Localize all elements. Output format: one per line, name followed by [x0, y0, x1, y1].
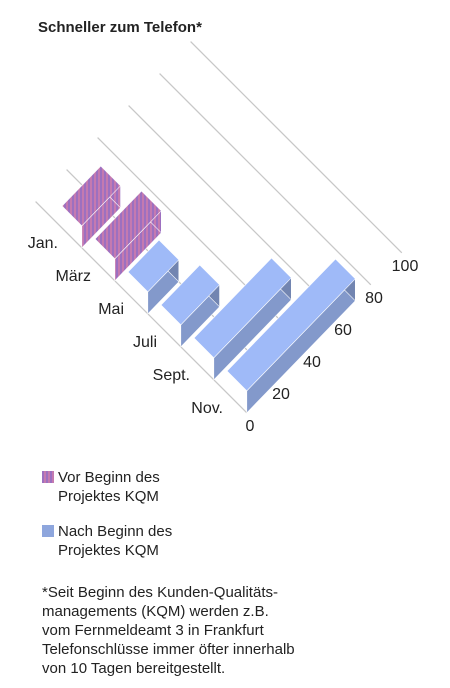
legend-label: Nach Beginn des Projektes KQM — [58, 523, 173, 559]
x-tick-label: Nov. — [191, 400, 223, 417]
x-tick-label: Jan. — [28, 235, 58, 252]
bar-top — [127, 239, 180, 293]
y-tick-label: 100 — [392, 258, 419, 275]
legend-label: Vor Beginn des Projektes KQM — [58, 469, 160, 505]
footnote-line: von 10 Tagen bereitgestellt. — [42, 660, 226, 677]
y-tick-label: 40 — [303, 354, 321, 371]
chart: Schneller zum Telefon* 0 20 40 60 80 100 Jan. M… — [28, 19, 419, 435]
footnote: *Seit Beginn des Kunden-Qualitäts-manage… — [42, 583, 295, 678]
bar — [193, 257, 292, 381]
legend-item: Nach Beginn des Projektes KQM — [42, 522, 183, 560]
bar — [61, 165, 121, 249]
bar-top — [94, 190, 162, 260]
bar — [127, 239, 180, 315]
bar-top — [160, 264, 220, 326]
x-tick-label: Juli — [133, 334, 157, 351]
grid-line — [159, 73, 372, 286]
footnote-line: Telefonschlüsse immer öfter innerhalb — [42, 641, 295, 658]
footnote-line: managements (KQM) werden z.B. — [42, 603, 269, 620]
grid-line — [190, 41, 403, 254]
grid-line — [35, 201, 248, 414]
y-tick-label: 0 — [246, 418, 255, 435]
bar — [226, 258, 356, 414]
y-tick-label: 80 — [365, 290, 383, 307]
bar — [94, 190, 162, 282]
legend-item: Vor Beginn des Projektes KQM — [42, 468, 183, 506]
x-tick-label: März — [55, 268, 91, 285]
bar-top — [61, 165, 121, 227]
legend: Vor Beginn des Projektes KQM Nach Beginn … — [42, 468, 183, 576]
bar-top — [226, 258, 356, 392]
bar — [160, 264, 220, 348]
footnote-line: vom Fernmeldeamt 3 in Frankfurt — [42, 622, 264, 639]
x-tick-label: Mai — [98, 301, 124, 318]
grid-line — [128, 105, 341, 318]
bar-top — [193, 257, 292, 359]
chart-title: Schneller zum Telefon* — [38, 19, 202, 36]
x-tick-label: Sept. — [153, 367, 190, 384]
footnote-line: *Seit Beginn des Kunden-Qualitäts- — [42, 584, 278, 601]
legend-swatch — [42, 471, 54, 483]
legend-swatch — [42, 525, 54, 537]
y-tick-label: 20 — [272, 386, 290, 403]
y-tick-label: 60 — [334, 322, 352, 339]
